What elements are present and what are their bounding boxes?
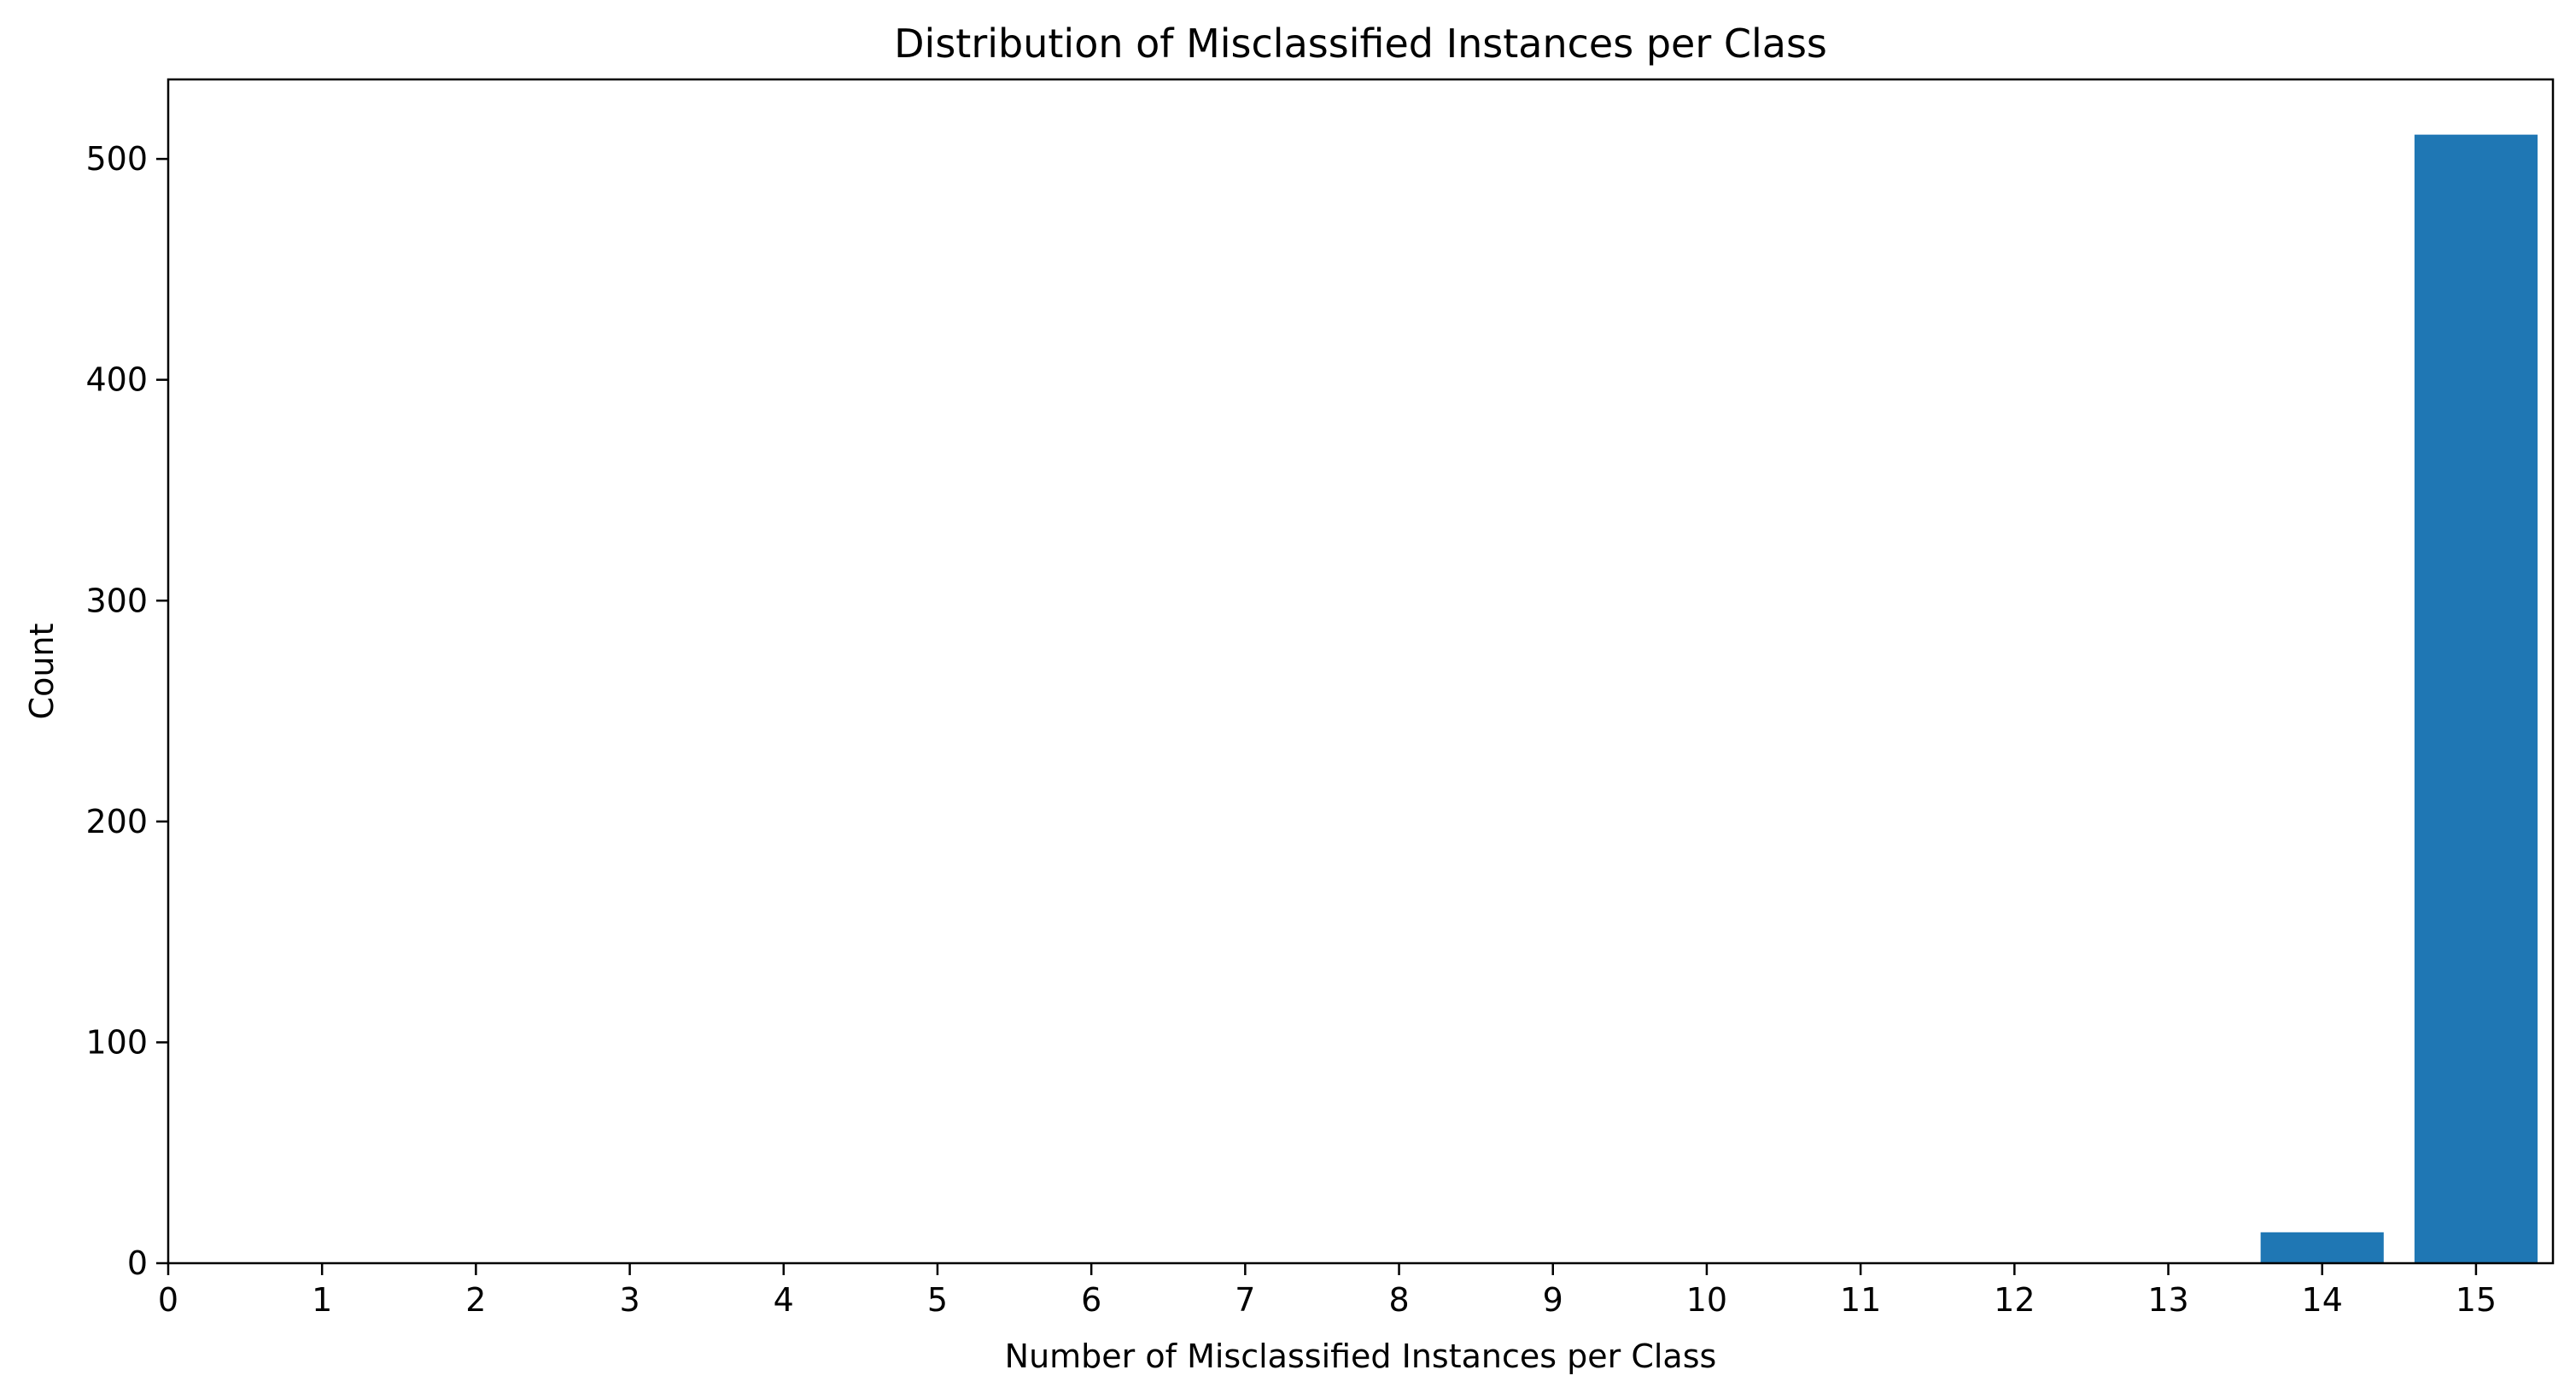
y-tick-label: 500 (85, 140, 148, 178)
x-tick-label: 10 (1686, 1281, 1727, 1319)
x-tick-label: 9 (1543, 1281, 1563, 1319)
y-axis-label: Count (23, 623, 61, 720)
x-tick-label: 4 (774, 1281, 794, 1319)
x-tick-label: 12 (1994, 1281, 2035, 1319)
y-tick-label: 200 (85, 803, 148, 840)
y-tick-label: 0 (127, 1244, 148, 1282)
x-tick-label: 7 (1235, 1281, 1255, 1319)
x-axis-ticks: 0 1 2 3 4 5 6 7 8 9 10 11 12 13 14 15 (158, 1263, 2497, 1319)
x-tick-label: 5 (927, 1281, 948, 1319)
x-tick-label: 0 (158, 1281, 178, 1319)
x-tick-label: 13 (2147, 1281, 2188, 1319)
y-tick-label: 300 (85, 582, 148, 619)
x-tick-label: 14 (2302, 1281, 2343, 1319)
x-axis-label: Number of Misclassified Instances per Cl… (1005, 1338, 1717, 1375)
bar-15 (2414, 134, 2538, 1264)
plot-area-frame (166, 78, 2555, 1265)
x-tick-label: 15 (2456, 1281, 2497, 1319)
x-tick-label: 11 (1840, 1281, 1881, 1319)
y-axis-ticks: 0 100 200 300 400 500 (85, 140, 168, 1282)
bar-series (2260, 134, 2538, 1264)
y-tick-label: 400 (85, 361, 148, 399)
chart-title: Distribution of Misclassified Instances … (894, 20, 1827, 67)
x-tick-label: 1 (312, 1281, 332, 1319)
x-tick-label: 3 (619, 1281, 640, 1319)
y-tick-label: 100 (85, 1023, 148, 1061)
bar-14 (2260, 1232, 2384, 1263)
x-tick-label: 6 (1081, 1281, 1101, 1319)
x-tick-label: 8 (1388, 1281, 1409, 1319)
x-tick-label: 2 (465, 1281, 486, 1319)
